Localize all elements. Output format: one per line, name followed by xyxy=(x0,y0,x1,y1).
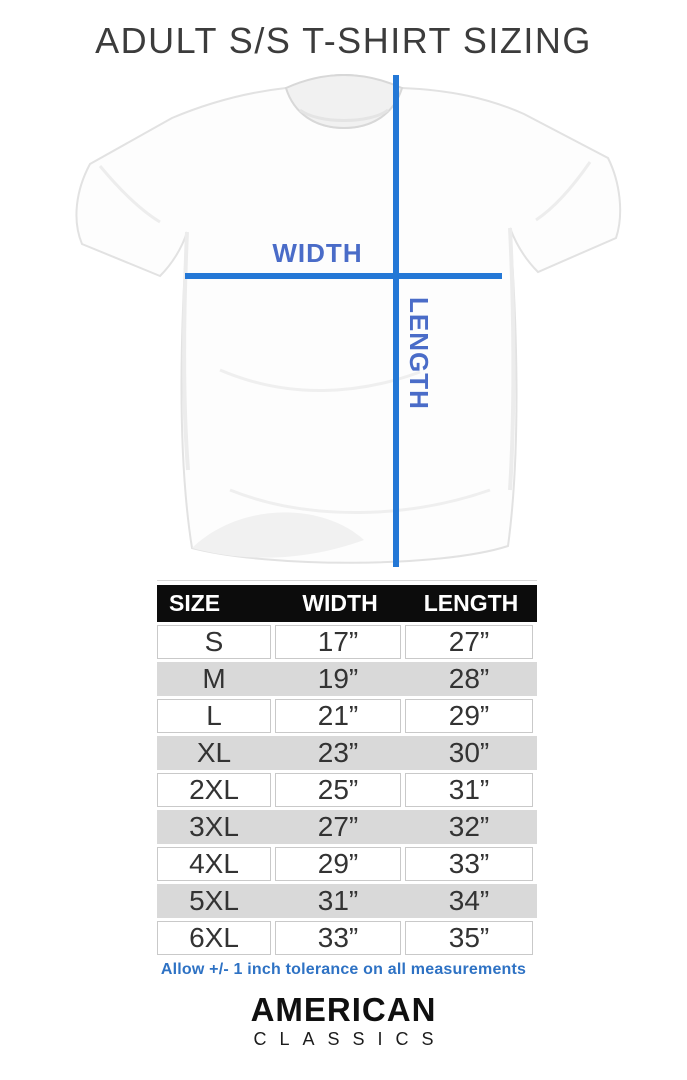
collar-shadow xyxy=(299,108,389,122)
tshirt-body xyxy=(75,86,622,564)
tshirt-image xyxy=(75,73,622,564)
brand-logo: AMERICAN CLASSICS xyxy=(0,992,687,1050)
column-header-length: LENGTH xyxy=(423,590,519,616)
cell-size: 2XL xyxy=(157,773,271,807)
cell-width: 21” xyxy=(275,699,401,733)
table-row-3xl: 3XL 27” 32” xyxy=(157,810,537,844)
cell-width: 29” xyxy=(275,847,401,881)
wrinkle-line xyxy=(508,227,516,491)
length-measure-line xyxy=(393,75,399,567)
cell-length: 27” xyxy=(405,625,533,659)
cell-width: 17” xyxy=(275,625,401,659)
cell-width: 27” xyxy=(317,811,359,842)
cell-size: 4XL xyxy=(157,847,271,881)
sleeve-crease xyxy=(98,165,161,224)
hem-fold xyxy=(192,512,364,558)
cell-length: 28” xyxy=(448,663,490,694)
table-row-m: M 19” 28” xyxy=(157,662,537,696)
brand-classics: CLASSICS xyxy=(253,1029,447,1049)
length-label: LENGTH xyxy=(404,297,434,410)
wrinkle-line xyxy=(182,231,190,471)
size-chart-table: SIZE WIDTH LENGTH S 17” 27” M 19” 28” L … xyxy=(157,580,537,955)
page-title: ADULT S/S T-SHIRT SIZING xyxy=(95,20,592,61)
cell-size: 3XL xyxy=(189,811,239,842)
column-header-width: WIDTH xyxy=(302,590,378,616)
cell-size: 5XL xyxy=(189,885,239,916)
cell-length: 33” xyxy=(405,847,533,881)
table-top-divider xyxy=(157,580,537,581)
cell-size: XL xyxy=(196,737,232,768)
tolerance-note: Allow +/- 1 inch tolerance on all measur… xyxy=(160,961,527,978)
width-label: WIDTH xyxy=(272,238,363,268)
cell-width: 33” xyxy=(275,921,401,955)
cell-length: 30” xyxy=(448,737,490,768)
table-row-5xl: 5XL 31” 34” xyxy=(157,884,537,918)
cell-length: 31” xyxy=(405,773,533,807)
cell-length: 34” xyxy=(448,885,490,916)
cell-size: S xyxy=(157,625,271,659)
cell-length: 32” xyxy=(448,811,490,842)
table-row-2xl: 2XL 25” 31” xyxy=(157,773,537,807)
cell-width: 19” xyxy=(317,663,359,694)
cell-width: 31” xyxy=(317,885,359,916)
table-row-s: S 17” 27” xyxy=(157,625,537,659)
cell-size: L xyxy=(157,699,271,733)
table-row-xl: XL 23” 30” xyxy=(157,736,537,770)
table-row-4xl: 4XL 29” 33” xyxy=(157,847,537,881)
wrinkle-line xyxy=(229,488,491,515)
sleeve-crease xyxy=(535,161,592,222)
cell-width: 23” xyxy=(317,737,359,768)
brand-american: AMERICAN xyxy=(250,991,437,1028)
cell-width: 25” xyxy=(275,773,401,807)
cell-length: 29” xyxy=(405,699,533,733)
cell-size: 6XL xyxy=(157,921,271,955)
cell-size: M xyxy=(202,663,226,694)
cell-length: 35” xyxy=(405,921,533,955)
collar-ribbing xyxy=(284,73,404,130)
column-header-size: SIZE xyxy=(169,590,221,616)
table-row-l: L 21” 29” xyxy=(157,699,537,733)
table-row-6xl: 6XL 33” 35” xyxy=(157,921,537,955)
table-header-row: SIZE WIDTH LENGTH xyxy=(157,585,537,622)
width-measure-line xyxy=(185,273,502,279)
